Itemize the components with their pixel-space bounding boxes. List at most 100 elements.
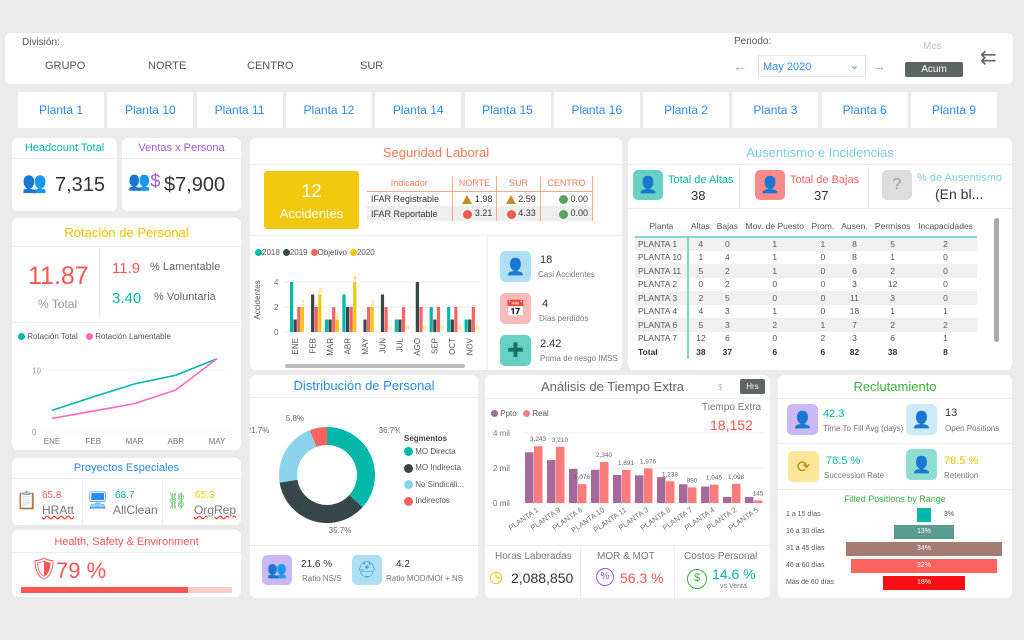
column-header[interactable]: Incapacidades — [914, 215, 977, 238]
table-cell: 7 — [837, 318, 872, 332]
rotacion-card: Rotación de Personal 11.87 % Total 11.9 … — [12, 218, 241, 450]
table-cell: 4 — [724, 252, 730, 263]
bar-objetivo-ene — [297, 307, 301, 332]
plant-filter-button[interactable]: Planta 1 — [18, 92, 104, 128]
table-cell: 2 — [713, 264, 742, 278]
acum-toggle[interactable]: Acum — [905, 62, 963, 77]
ventas-title: Ventas x Persona — [138, 142, 225, 154]
bar-objetivo-oct — [454, 307, 458, 332]
funnel-data-label: 32% — [916, 562, 931, 569]
bar-2020-mar — [335, 319, 339, 332]
legend-ppto: Ppto — [491, 409, 517, 418]
voluntaria-value: 3.40 — [112, 290, 142, 307]
table-scrollbar[interactable] — [994, 218, 999, 342]
altas-label: Total de Altas — [668, 174, 734, 186]
data-label: 1,238 — [662, 471, 679, 478]
hratt-link[interactable]: HRAtt — [42, 503, 75, 517]
orgrep-link[interactable]: OrgRep — [194, 503, 237, 517]
table-cell: 5 — [687, 318, 714, 332]
retention-label: Retention — [944, 471, 979, 480]
bar-2019-ene — [293, 319, 297, 332]
x-tick-label: JUN — [378, 338, 387, 354]
column-header[interactable]: Prom. — [808, 215, 838, 238]
division-grupo[interactable]: GRUPO — [45, 60, 86, 72]
bar-ppto-planta-5 — [745, 497, 754, 503]
menu-back-icon[interactable]: ⇇ — [980, 47, 997, 69]
division-sur[interactable]: SUR — [360, 60, 384, 72]
shield-check-icon: 🛡 — [30, 556, 58, 581]
hse-title: Health, Safety & Environment — [54, 536, 199, 548]
bar-2018-nov — [464, 319, 468, 332]
x-tick-label: FEB — [308, 338, 317, 354]
table-cell: 0 — [943, 252, 948, 263]
segmentos-donut-chart: 36.7% 35.7% 21.7% 5.8% — [250, 414, 400, 533]
plant-filter-button[interactable]: Planta 6 — [821, 92, 908, 128]
prima-riesgo-label: Prima de riesgo IMSS — [540, 354, 618, 363]
hrs-toggle[interactable]: Hrs — [740, 379, 765, 394]
funnel-bar — [846, 542, 1002, 556]
table-row: PLANTA 7 12 6 0 2 3 6 1 — [635, 331, 977, 345]
table-cell: 3 — [724, 306, 730, 317]
plant-filter-button[interactable]: Planta 2 — [643, 92, 730, 128]
periodo-select[interactable]: May 2020 ⌄ — [758, 55, 866, 77]
table-cell: PLANTA 7 — [635, 331, 689, 345]
y-tick-label: 10 — [32, 366, 41, 375]
mes-toggle[interactable]: Mes — [923, 41, 942, 52]
column-header[interactable]: Planta — [635, 215, 688, 238]
lamentable-label: % Lamentable — [150, 261, 221, 273]
data-label: 0 — [423, 326, 427, 332]
col-norte: NORTE — [452, 176, 498, 192]
bar-objetivo-nov — [471, 307, 475, 332]
incidencias-table: Planta Altas Bajas Mov. de Puesto Prom. Ausen… — [635, 215, 977, 359]
prev-period-arrow-icon[interactable]: ← — [733, 58, 747, 74]
voluntaria-label: % Voluntaria — [154, 291, 216, 303]
table-cell: 3 — [871, 291, 915, 305]
table-cell: 4 — [698, 306, 704, 317]
column-header[interactable]: Mov. de Puesto — [741, 215, 809, 238]
percent-icon: % — [596, 568, 614, 586]
bar-2018-mar — [324, 319, 329, 332]
table-cell: PLANTA 1 — [635, 237, 689, 251]
ratio-mod-value: 4.2 — [396, 559, 410, 570]
legend-item: Objetivo — [310, 248, 347, 257]
column-header[interactable]: Altas — [687, 215, 714, 238]
data-label: 2,340 — [596, 452, 613, 459]
tiempo-extra-card: Análisis de Tiempo Extra $ Hrs Ppto Real… — [485, 375, 770, 598]
periodo-value: May 2020 — [763, 61, 812, 73]
horas-label: Horas Laboradas — [495, 551, 572, 562]
column-header[interactable]: Ausen. — [837, 215, 872, 238]
y-tick-label: 0 — [274, 328, 279, 337]
user-search-icon: 👤 — [906, 404, 937, 435]
total-cell: 38 — [687, 345, 714, 359]
bar-real-planta-10 — [600, 462, 609, 503]
accidentes-tile: 12 Accidentes — [264, 171, 359, 229]
plant-filter-button[interactable]: Planta 9 — [911, 92, 997, 128]
plant-filter-button[interactable]: Planta 10 — [107, 92, 194, 128]
funnel-category-label: 31 a 45 días — [786, 545, 825, 552]
table-cell: 8 — [852, 252, 857, 263]
dollar-toggle[interactable]: $ — [718, 383, 723, 392]
x-tick-label: FEB — [85, 437, 101, 446]
division-centro[interactable]: CENTRO — [247, 60, 294, 72]
total-cell: 38 — [871, 345, 915, 359]
table-cell: 2 — [914, 318, 977, 332]
donut-slice-1 — [327, 427, 375, 508]
seguridad-title: Seguridad Laboral — [382, 145, 490, 160]
plant-filter-button[interactable]: Planta 14 — [375, 92, 462, 128]
total-cell: Total — [635, 345, 689, 359]
bar-ppto-planta-10 — [591, 469, 600, 503]
plant-filter-button[interactable]: Planta 12 — [285, 92, 372, 128]
column-header[interactable]: Bajas — [713, 215, 742, 238]
plant-filter-button[interactable]: Planta 16 — [553, 92, 640, 128]
next-period-arrow-icon[interactable]: → — [872, 58, 886, 74]
column-header[interactable]: Permisos — [871, 215, 915, 238]
funnel-category-label: Más de 60 días — [786, 579, 834, 586]
division-norte[interactable]: NORTE — [148, 60, 187, 72]
plant-filter-button[interactable]: Planta 3 — [732, 92, 819, 128]
table-cell: PLANTA 10 — [635, 250, 689, 264]
plant-filter-button[interactable]: Planta 15 — [464, 92, 551, 128]
bar-real-planta-2 — [732, 483, 741, 503]
x-tick-label: MAY — [209, 437, 226, 446]
plant-filter-button[interactable]: Planta 11 — [196, 92, 283, 128]
green-circle-icon — [558, 194, 568, 204]
